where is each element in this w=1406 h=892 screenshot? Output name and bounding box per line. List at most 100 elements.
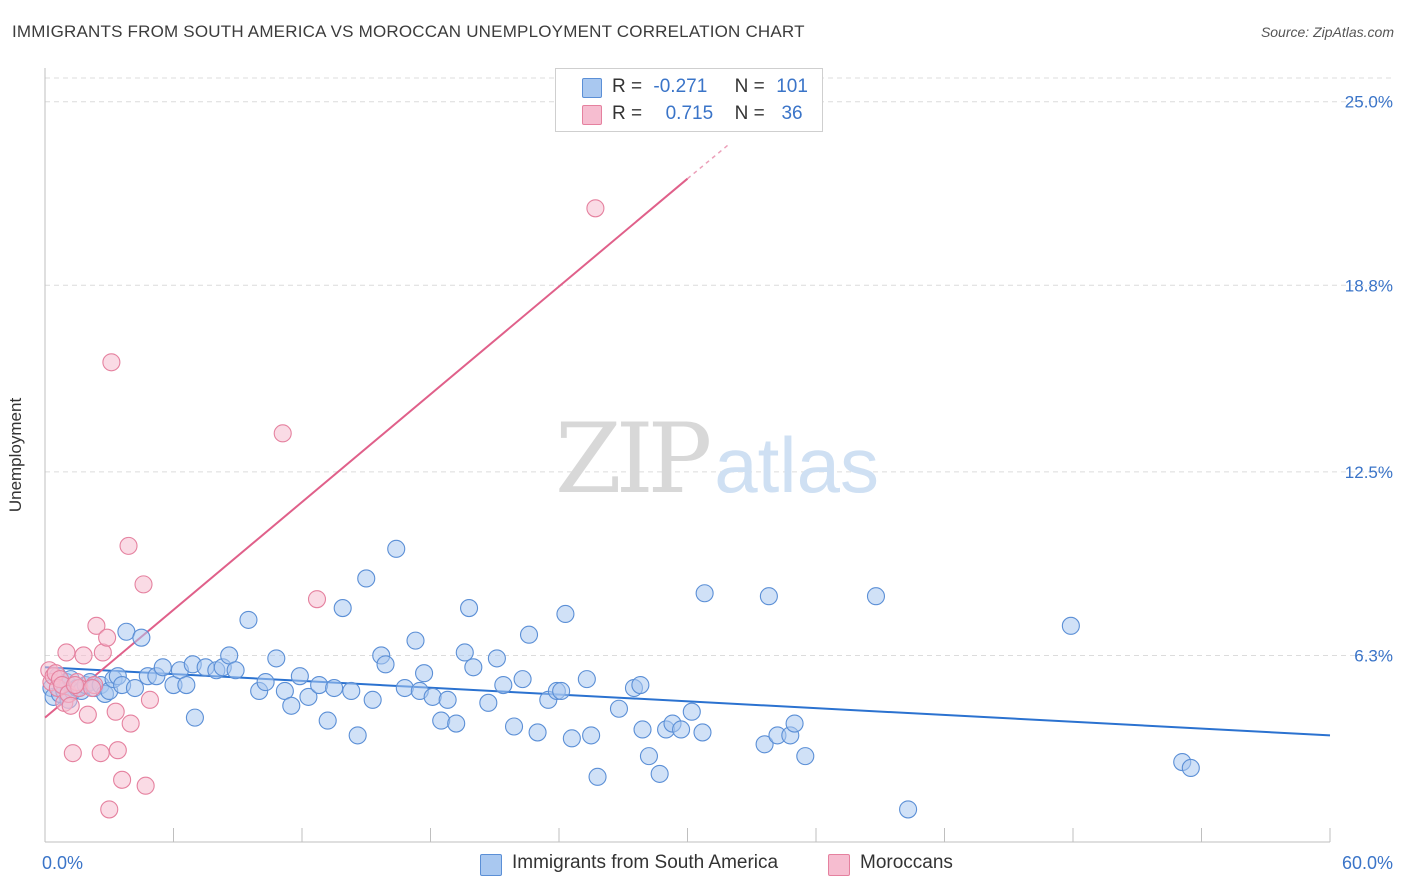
gridlines — [45, 77, 1395, 656]
point-south-america — [609, 699, 629, 718]
point-south-america — [513, 670, 532, 689]
point-south-america — [695, 584, 714, 603]
point-moroccan — [140, 690, 159, 709]
legend-r-label: R = — [612, 103, 643, 124]
legend-n-value: 101 — [776, 76, 808, 97]
point-south-america — [153, 658, 172, 677]
y-axis-label: Unemployment — [6, 397, 25, 513]
x-tick-label: 60.0% — [1342, 853, 1393, 873]
bottom-legend-swatch-blue — [480, 854, 502, 876]
tick-labels: 6.3% 12.5% 18.8% 25.0% 0.0% 60.0% — [42, 93, 1393, 873]
point-south-america — [438, 690, 457, 709]
point-south-america — [487, 649, 506, 668]
point-south-america — [125, 678, 144, 698]
point-moroccan — [113, 770, 132, 789]
point-moroccan — [87, 616, 106, 635]
chart-title: IMMIGRANTS FROM SOUTH AMERICA VS MOROCCA… — [12, 22, 805, 41]
point-moroccan — [134, 575, 153, 594]
point-south-america — [785, 714, 804, 733]
point-south-america — [1061, 616, 1080, 635]
point-south-america — [333, 599, 352, 618]
bottom-legend-label: Immigrants from South America — [512, 852, 779, 873]
data-points — [40, 199, 1200, 819]
y-tick-label: 25.0% — [1345, 93, 1393, 112]
point-south-america — [577, 670, 596, 689]
legend-swatch-pink — [582, 105, 602, 125]
point-moroccan — [83, 678, 102, 698]
point-south-america — [1181, 758, 1200, 778]
point-moroccan — [273, 424, 292, 443]
legend-swatch-blue — [582, 78, 602, 98]
point-south-america — [528, 723, 547, 742]
point-south-america — [132, 628, 151, 647]
point-south-america — [588, 767, 607, 786]
y-tick-label: 6.3% — [1354, 646, 1393, 665]
point-south-america — [562, 729, 581, 748]
axes — [44, 68, 1331, 843]
point-south-america — [755, 735, 774, 754]
point-south-america — [519, 625, 539, 644]
y-tick-label: 18.8% — [1345, 276, 1393, 295]
legend-r-value: -0.271 — [653, 76, 708, 97]
point-moroccan — [121, 714, 140, 733]
point-south-america — [464, 658, 483, 677]
point-south-america — [552, 681, 571, 701]
x-tick-label: 0.0% — [42, 853, 83, 873]
point-south-america — [357, 569, 376, 588]
point-moroccan — [74, 646, 93, 665]
point-south-america — [693, 723, 712, 742]
point-south-america — [479, 693, 498, 712]
legend-n-label: N = — [734, 103, 765, 124]
point-moroccan — [61, 696, 80, 715]
watermark-zip: ZIP — [555, 403, 712, 515]
point-south-america — [177, 676, 196, 695]
point-south-america — [899, 800, 918, 819]
point-moroccan — [108, 741, 127, 760]
point-south-america — [325, 678, 344, 698]
point-south-america — [395, 678, 414, 698]
legend-r-value: 0.715 — [665, 103, 714, 124]
point-moroccan — [136, 776, 155, 795]
point-south-america — [459, 599, 479, 618]
point-moroccan — [65, 676, 85, 695]
point-moroccan — [586, 199, 605, 218]
point-south-america — [363, 690, 382, 709]
point-south-america — [650, 764, 669, 783]
y-tick-label: 12.5% — [1345, 463, 1393, 482]
point-south-america — [423, 687, 442, 706]
legend-n-value: 36 — [781, 103, 803, 124]
point-south-america — [342, 681, 361, 701]
point-south-america — [239, 610, 258, 629]
point-south-america — [672, 720, 691, 739]
point-south-america — [406, 631, 425, 650]
source-label: Source: ZipAtlas.com — [1260, 24, 1394, 40]
bottom-legend-swatch-pink — [828, 854, 850, 876]
point-south-america — [866, 587, 886, 606]
point-south-america — [639, 747, 659, 766]
point-south-america — [633, 720, 652, 739]
point-south-america — [318, 711, 337, 730]
point-south-america — [631, 676, 650, 695]
point-south-america — [376, 655, 395, 674]
point-moroccan — [78, 705, 97, 724]
point-south-america — [556, 604, 575, 624]
point-south-america — [432, 711, 451, 730]
bottom-legend-label: Moroccans — [860, 852, 953, 873]
point-south-america — [290, 667, 309, 686]
legend-n-label: N = — [734, 76, 765, 97]
point-south-america — [759, 587, 778, 606]
point-south-america — [185, 708, 204, 727]
point-moroccan — [63, 744, 82, 763]
point-south-america — [387, 539, 406, 558]
point-south-america — [282, 696, 301, 715]
point-south-america — [796, 747, 815, 766]
point-moroccan — [91, 744, 110, 763]
point-moroccan — [106, 702, 125, 721]
point-moroccan — [57, 643, 76, 662]
point-south-america — [682, 702, 701, 721]
correlation-legend: R = -0.271 N = 101 R = 0.715 N = 36 — [555, 68, 823, 132]
point-moroccan — [307, 590, 327, 609]
point-south-america — [256, 673, 275, 692]
point-moroccan — [119, 536, 138, 555]
trend-line-moroccans-extension — [687, 142, 731, 180]
